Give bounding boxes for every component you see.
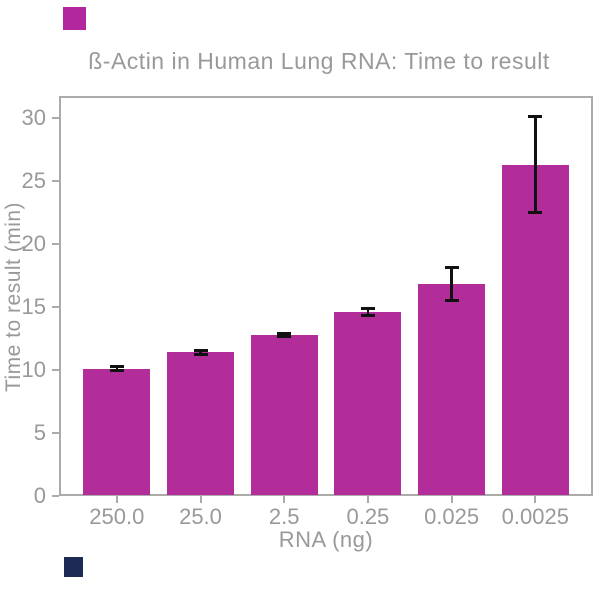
y-tick-label: 0 [33,483,46,508]
x-tick-label: 2.5 [268,504,300,529]
x-tick-mark [283,496,286,503]
y-tick-mark [52,180,59,183]
x-tick-label: 250.0 [89,504,145,529]
x-tick-mark [115,496,118,503]
error-bar-cap [109,369,124,373]
y-tick-label: 25 [21,168,46,194]
error-bar-cap [444,266,459,270]
error-bar-cap [277,331,292,335]
error-bar-cap [360,306,375,310]
y-tick-label: 20 [21,231,46,257]
bar [334,312,402,495]
error-bar-cap [193,352,208,356]
x-tick-mark [450,496,453,503]
x-tick-label: 0.025 [424,504,480,529]
y-tick-mark [52,306,59,309]
bar [501,164,569,495]
y-tick-label: 10 [21,357,46,383]
y-tick-mark [52,495,59,497]
x-tick-mark [534,496,537,503]
y-tick-mark [52,369,59,372]
error-bar-cap [528,115,543,119]
corner-color-patch-bottom-left [64,557,83,577]
bar [250,334,318,495]
x-tick-mark [366,496,369,503]
x-tick-label: 0.0025 [501,504,569,529]
error-bar-line [366,308,370,316]
error-bar-cap [277,334,292,338]
y-tick-mark [52,117,59,120]
bar [167,352,234,495]
y-tick-mark [52,243,59,246]
x-tick-label: 25.0 [179,504,222,529]
corner-color-patch-top-left [63,7,86,30]
error-bar-line [450,267,453,301]
x-tick-mark [199,496,202,503]
y-tick-label: 5 [33,420,46,445]
error-bar-cap [193,348,208,352]
error-bar-line [115,366,119,371]
error-bar-cap [528,211,543,215]
x-tick-label: 0.25 [346,504,390,529]
error-bar-cap [360,314,375,318]
y-tick-label: 30 [21,105,46,131]
y-tick-mark [52,432,59,434]
bar [83,368,151,495]
x-axis-label: RNA (ng) [278,527,374,552]
error-bar-line [534,116,537,213]
bar [418,284,486,495]
y-tick-label: 15 [21,294,46,320]
error-bar-line [199,350,202,355]
error-bar-cap [109,365,124,369]
error-bar-cap [444,299,459,303]
chart-title: ß-Actin in Human Lung RNA: Time to resul… [88,48,550,74]
